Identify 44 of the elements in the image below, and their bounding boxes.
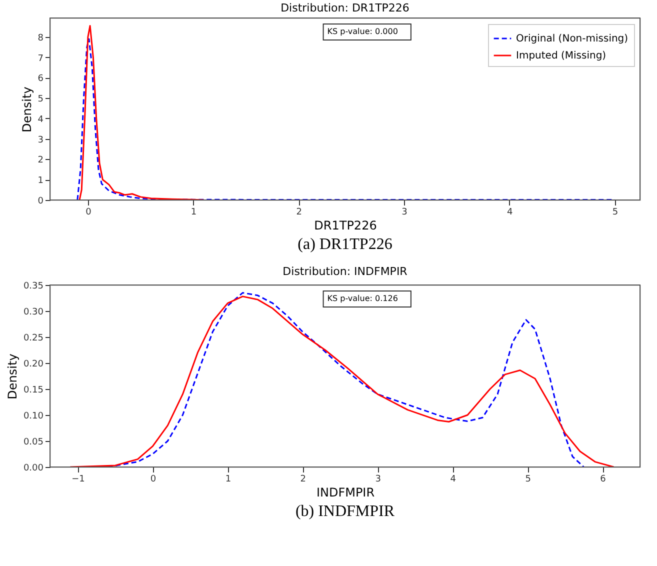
x-tick-label: 4	[506, 208, 513, 218]
x-tick-label: 3	[375, 474, 381, 484]
x-tick-label: 5	[525, 474, 531, 484]
y-tick-label: 0.15	[23, 386, 44, 396]
y-tick-label: 8	[38, 33, 44, 44]
y-tick-label: 0.00	[23, 464, 44, 474]
chart-title: Distribution: DR1TP226	[280, 2, 410, 14]
legend-label: Original (Non-missing)	[516, 34, 628, 44]
y-tick-label: 3	[38, 135, 44, 146]
y-tick-label: 0.20	[23, 360, 44, 370]
y-tick-label: 2	[38, 156, 44, 166]
x-tick-label: 3	[402, 208, 408, 218]
annotation: KS p-value: 0.126	[327, 294, 398, 303]
y-tick-label: 7	[38, 54, 44, 64]
x-tick-label: 2	[300, 474, 306, 484]
y-tick-label: 0.35	[23, 282, 44, 292]
x-tick-label: 0	[86, 208, 92, 218]
y-tick-label: 0	[38, 196, 44, 206]
y-tick-label: 1	[38, 176, 44, 186]
y-axis-title: Density	[20, 86, 34, 132]
x-tick-label: 1	[190, 208, 197, 218]
x-tick-label: −1	[72, 474, 85, 484]
x-tick-label: 0	[150, 474, 156, 484]
text: (a) DR1TP226	[298, 236, 392, 253]
legend-label: Imputed (Missing)	[516, 50, 606, 62]
y-tick-label: 0.30	[23, 308, 44, 318]
y-tick-label: 4	[38, 114, 44, 125]
y-tick-label: 0.10	[23, 412, 44, 422]
text: (b) INDFMPIR	[295, 503, 395, 520]
x-axis-title: DR1TP226	[314, 218, 377, 232]
y-axis-title: Density	[5, 354, 20, 400]
x-tick-label: 1	[225, 474, 232, 484]
y-tick-label: 6	[38, 74, 44, 84]
x-tick-label: 6	[600, 474, 606, 484]
annotation: KS p-value: 0.000	[327, 27, 398, 36]
line-series	[78, 24, 205, 200]
x-axis-title: INDFMPIR	[316, 486, 375, 500]
y-tick-label: 0.25	[23, 334, 44, 344]
x-tick-label: 4	[450, 474, 456, 484]
y-tick-label: 5	[38, 94, 44, 105]
chart-title: Distribution: INDFMPIR	[282, 265, 408, 278]
x-tick-label: 2	[296, 208, 302, 218]
y-tick-label: 0.05	[23, 438, 44, 448]
x-tick-label: 5	[612, 208, 618, 218]
